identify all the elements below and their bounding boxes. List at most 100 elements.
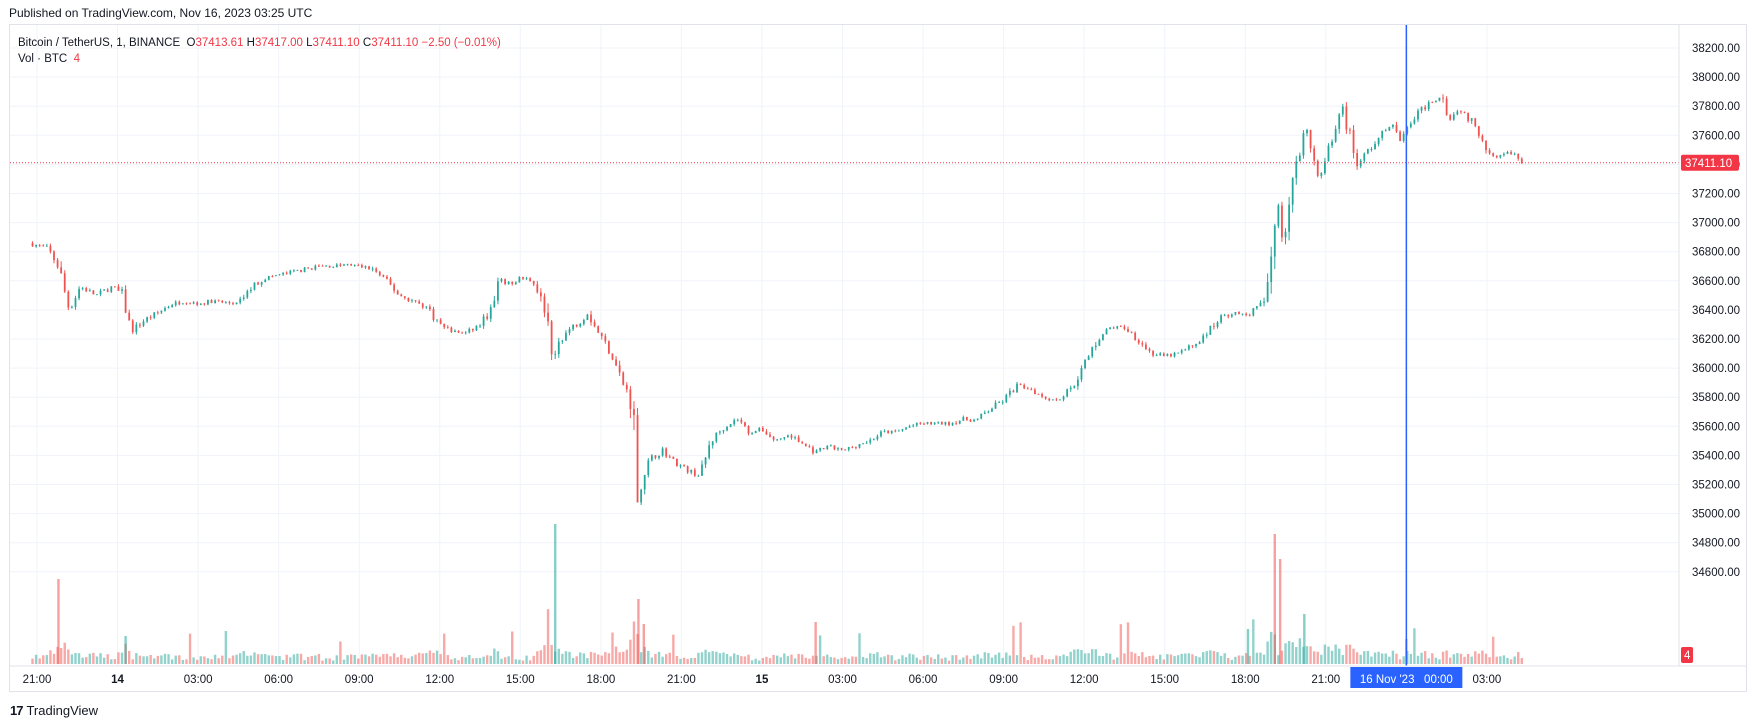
time-tick-label: 14 [111, 674, 124, 686]
volume-bar [1062, 654, 1065, 664]
candle-body [360, 265, 363, 268]
candle-body [994, 402, 997, 409]
candle-body [1506, 151, 1509, 154]
volume-bar [1441, 651, 1445, 664]
volume-bar [525, 655, 528, 664]
volume-bar [1470, 656, 1473, 664]
volume-bar [317, 653, 321, 664]
candle-body [1413, 119, 1416, 124]
candle-body [801, 441, 804, 444]
candle-body [937, 421, 940, 423]
candle-body [203, 303, 206, 305]
candle-body [1173, 352, 1176, 357]
candle-body [919, 422, 922, 424]
candle-body [321, 265, 324, 267]
volume-bar [940, 658, 944, 664]
volume-bar [439, 654, 442, 664]
time-tick-label: 18:00 [586, 674, 615, 686]
volume-bar [1194, 656, 1198, 664]
ohlc-legend[interactable]: Bitcoin / TetherUS, 1, BINANCE O37413.61… [18, 35, 501, 51]
volume-bar [1420, 652, 1423, 664]
candle-body [482, 316, 485, 326]
candle-body [1306, 129, 1308, 134]
candle-body [1087, 356, 1090, 360]
time-axis[interactable]: 21:00 14 03:00 06:00 09:00 12:00 15:00 18:00 21:… [23, 674, 1502, 686]
candle-body [894, 430, 897, 432]
candle-body [113, 286, 116, 288]
volume-bar [690, 658, 693, 664]
volume-bar [933, 658, 936, 664]
volume-bar [339, 641, 342, 664]
tradingview-brand[interactable]: 17 TradingView [10, 703, 98, 718]
volume-bar [1502, 655, 1506, 664]
candle-body [450, 327, 453, 333]
volume-bar [1230, 659, 1234, 664]
candle-body [915, 422, 918, 426]
candle-body [103, 289, 106, 291]
volume-bar [271, 655, 274, 664]
candle-body [1134, 332, 1137, 341]
candle-body [110, 286, 113, 292]
price-axis[interactable]: 34600.00 34800.00 35000.00 35200.00 35400.00… [1692, 43, 1740, 579]
candle-body [715, 432, 718, 442]
candle-body [933, 422, 936, 425]
volume-bar [951, 655, 954, 664]
candle-body [1449, 115, 1452, 120]
last-price-label: 37411.10 [1685, 158, 1732, 170]
candle-body [407, 297, 410, 302]
volume-bar [1466, 653, 1470, 664]
candle-body [253, 282, 256, 290]
volume-bar [485, 655, 489, 664]
candle-body [1166, 353, 1169, 356]
volume-bar [1449, 657, 1452, 664]
candle-body [128, 312, 131, 321]
candle-body [1338, 114, 1341, 129]
volume-bar [1044, 659, 1047, 664]
candle-body [944, 421, 947, 425]
price-tick-label: 36200.00 [1692, 334, 1740, 346]
volume-bar [1370, 656, 1373, 664]
candle-body [948, 421, 950, 426]
candle-body [1356, 152, 1359, 167]
candle-body [1445, 98, 1448, 116]
candle-body [522, 276, 524, 279]
candle-body [257, 282, 259, 285]
candle-body [1213, 325, 1215, 327]
volume-bar [1262, 654, 1266, 664]
candle-body [1259, 302, 1262, 307]
volume-legend[interactable]: Vol · BTC 4 [18, 51, 501, 67]
volume-bar [1270, 631, 1273, 664]
candle-body [239, 298, 242, 303]
candle-body [514, 282, 517, 284]
volume-bar [375, 654, 378, 664]
volume-bar [589, 651, 593, 664]
volume-bar [400, 654, 403, 664]
volume-bar [450, 659, 453, 664]
candle-body [1051, 399, 1054, 401]
volume-bar [775, 655, 779, 664]
candle-body [1252, 308, 1255, 316]
candle-body [278, 274, 281, 276]
volume-bar [460, 656, 464, 664]
candle-body [744, 422, 746, 426]
volume-bar [1244, 653, 1248, 664]
candle-body [303, 267, 306, 273]
price-tick-label: 35000.00 [1692, 509, 1740, 521]
candle-body [529, 278, 532, 281]
symbol-title[interactable]: Bitcoin / TetherUS, 1, BINANCE [18, 37, 181, 49]
time-tick-label: 03:00 [1473, 674, 1502, 686]
volume-bar [1112, 659, 1115, 664]
candle-body [858, 444, 861, 448]
volume-bar [396, 657, 399, 664]
price-tick-label: 35200.00 [1692, 480, 1740, 492]
volume-bar [110, 659, 113, 664]
candle-body [325, 265, 327, 267]
volume-bar [980, 658, 983, 664]
volume-bar [1133, 653, 1137, 664]
candle-body [611, 353, 614, 360]
volume-bar [1080, 650, 1083, 664]
candle-body [769, 434, 771, 437]
candle-body [1023, 385, 1026, 389]
volume-bar [142, 656, 145, 664]
